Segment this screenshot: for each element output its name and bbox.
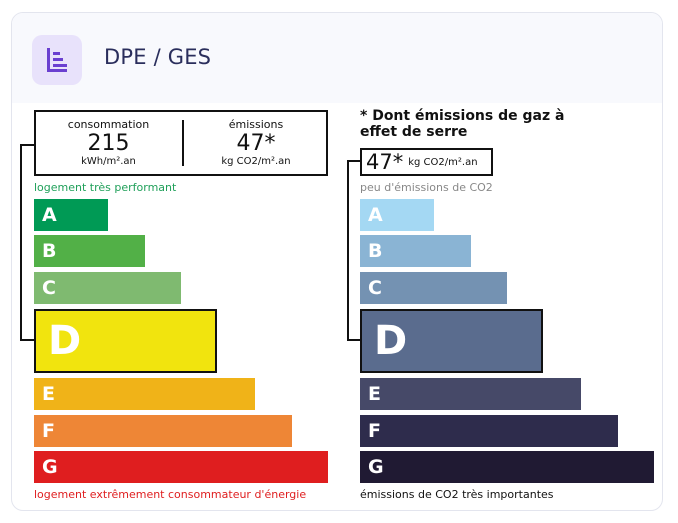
ges-connector [347, 160, 360, 341]
dpe-class-letter: B [42, 240, 57, 262]
dpe-top-caption: logement très performant [34, 181, 177, 194]
consumption-unit: kWh/m².an [81, 156, 136, 167]
ges-class-letter: A [368, 204, 383, 226]
dpe-class-letter: G [42, 456, 58, 478]
dpe-summary-box: consommation 215 kWh/m².an émissions 47*… [34, 110, 328, 176]
emissions-value: 47* [236, 131, 276, 156]
ges-class-letter: C [368, 277, 382, 299]
ges-class-f: F [360, 415, 618, 447]
summary-divider [182, 120, 184, 166]
ges-class-e: E [360, 378, 581, 410]
page-title: DPE / GES [104, 45, 212, 69]
dpe-class-c: C [34, 272, 181, 304]
emissions-unit: kg CO2/m².an [221, 156, 291, 167]
dpe-class-g: G [34, 451, 328, 483]
ges-class-letter: G [368, 456, 384, 478]
ges-class-b: B [360, 235, 471, 267]
emissions-label: émissions [228, 118, 284, 131]
dpe-class-letter: D [48, 318, 82, 364]
ges-class-letter: E [368, 383, 381, 405]
card-header: DPE / GES [12, 13, 662, 103]
ges-note: * Dont émissions de gaz à effet de serre [360, 108, 570, 140]
dpe-class-d: D [34, 309, 217, 373]
dpe-class-letter: C [42, 277, 56, 299]
ges-class-a: A [360, 199, 434, 231]
ges-top-caption: peu d'émissions de CO2 [360, 181, 493, 194]
ges-class-g: G [360, 451, 654, 483]
dpe-connector [20, 144, 34, 341]
dpe-class-b: B [34, 235, 145, 267]
ges-class-letter: B [368, 240, 383, 262]
ges-class-d: D [360, 309, 543, 373]
ges-bottom-caption: émissions de CO2 très importantes [360, 488, 554, 501]
consumption-label: consommation [67, 118, 150, 131]
dpe-class-f: F [34, 415, 292, 447]
dpe-class-letter: E [42, 383, 55, 405]
ges-class-letter: D [374, 318, 408, 364]
ges-unit: kg CO2/m².an [408, 156, 478, 168]
ges-note-text: * Dont émissions de gaz à effet de serre [360, 108, 565, 140]
ges-value-box: 47* kg CO2/m².an [360, 148, 493, 176]
ges-value: 47* [366, 150, 404, 174]
ges-class-letter: F [368, 420, 381, 442]
dpe-class-letter: A [42, 204, 57, 226]
dpe-class-a: A [34, 199, 108, 231]
dpe-class-letter: F [42, 420, 55, 442]
dpe-class-e: E [34, 378, 255, 410]
consumption-value: 215 [87, 131, 130, 156]
chart-list-icon [32, 35, 82, 85]
ges-class-c: C [360, 272, 507, 304]
dpe-bottom-caption: logement extrêmement consommateur d'éner… [34, 488, 307, 501]
